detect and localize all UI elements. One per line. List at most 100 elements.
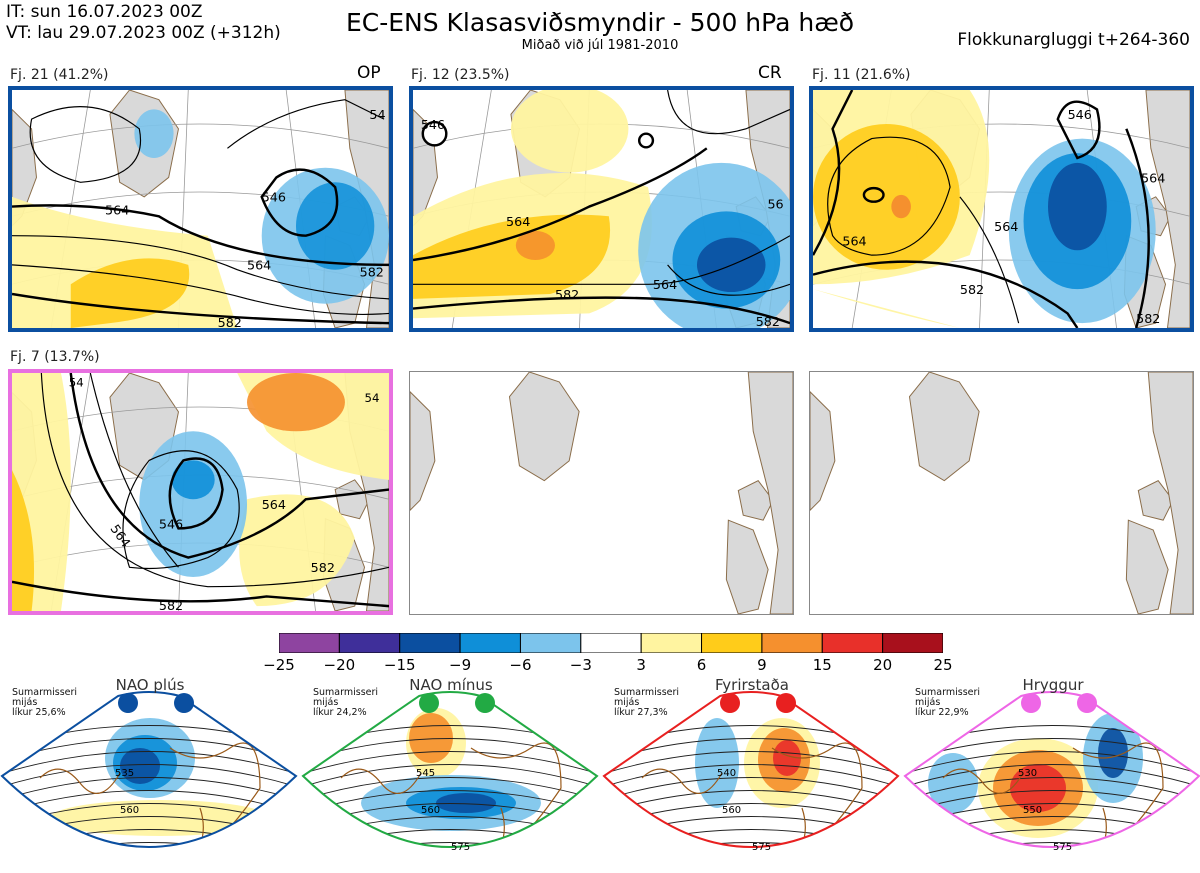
regime-note: Sumarmisseri mijás líkur 22,9%	[915, 688, 980, 718]
colorbar-tick-label: 3	[636, 656, 646, 674]
contour-label: 546	[159, 516, 183, 531]
colorbar-swatch	[519, 632, 582, 654]
panel-1-label: Fj. 21 (41.2%)	[10, 67, 109, 83]
colorbar-tick-label: 6	[696, 656, 707, 674]
contour-label: 54	[365, 391, 380, 405]
regime-contour-label: 530	[1018, 768, 1037, 779]
contour-label: 582	[555, 287, 579, 302]
regime-dot	[720, 693, 740, 713]
page-title: EC-ENS Klasasviðsmyndir - 500 hPa hæð	[345, 8, 855, 37]
contour-label: 56	[767, 197, 783, 212]
contour-label: 582	[756, 314, 780, 328]
height-contour	[604, 751, 898, 775]
regime-dot	[118, 693, 138, 713]
contour-label: 564	[1141, 170, 1165, 185]
contour-label: 564	[107, 522, 133, 550]
contour-label: 582	[218, 315, 242, 328]
anomaly-area	[50, 800, 270, 836]
regime-contour-label: 545	[416, 768, 435, 779]
regime-note-line: mijás	[12, 697, 38, 708]
anomaly-area	[1098, 728, 1128, 778]
colorbar-swatch	[761, 632, 823, 654]
colorbar-tick-label: 15	[812, 656, 832, 674]
height-contour	[905, 751, 1199, 775]
empty-map-5	[409, 371, 794, 615]
anomaly-area	[120, 748, 160, 784]
empty-map-6	[809, 371, 1194, 615]
colorbar	[278, 632, 944, 654]
cluster-map-4: 564 546 564 582 582 54 54	[8, 369, 393, 615]
regime-map: 545 560 575	[301, 691, 599, 853]
regime-contour-label: 575	[752, 842, 771, 853]
contour-label: 564	[506, 214, 530, 229]
regime-outline	[301, 691, 599, 848]
height-contour	[604, 829, 898, 847]
regime-note-line: líkur 27,3%	[614, 707, 668, 718]
regime-note: Sumarmisseri mijás líkur 24,2%	[313, 688, 378, 718]
colorbar-swatch	[278, 632, 340, 654]
anomaly-area	[773, 740, 801, 776]
colorbar-tick-label: 25	[933, 656, 953, 674]
height-contour	[2, 751, 296, 775]
anomaly-area	[695, 718, 739, 808]
valid-time: VT: lau 29.07.2023 00Z (+312h)	[6, 23, 281, 43]
colorbar-swatch	[701, 632, 763, 654]
height-contour	[303, 829, 597, 847]
colorbar-tick-label: −6	[509, 656, 532, 674]
colorbar-swatch	[338, 632, 401, 654]
panel-2-code: CR	[758, 63, 782, 83]
contour-label: 582	[1136, 311, 1160, 326]
cluster-map-3: 546 564 564 582 582 564	[809, 86, 1194, 332]
height-contour	[303, 751, 597, 775]
anomaly-area	[928, 753, 978, 813]
panel-3-label: Fj. 11 (21.6%)	[812, 67, 911, 83]
contour-label: 564	[105, 202, 129, 217]
regime-map: 540 560 575	[602, 691, 900, 853]
height-contour	[604, 790, 898, 814]
panel-2-label: Fj. 12 (23.5%)	[411, 67, 510, 83]
height-contour	[2, 842, 296, 847]
contour-label: 546	[1068, 107, 1092, 122]
colorbar-tick-label: −25	[263, 656, 295, 674]
regime-note-line: líkur 22,9%	[915, 707, 969, 718]
colorbar-swatch	[821, 632, 884, 654]
regime-contour-label: 575	[451, 842, 470, 853]
height-contour	[604, 842, 898, 847]
height-contour	[303, 842, 597, 847]
regime-contour-label: 560	[722, 805, 741, 816]
contour-label: 546	[262, 190, 286, 205]
header-info: IT: sun 16.07.2023 00Z VT: lau 29.07.202…	[6, 2, 281, 44]
contour-label: 582	[311, 560, 335, 575]
panel-4-label: Fj. 7 (13.7%)	[10, 349, 100, 365]
colorbar-swatch	[459, 632, 521, 654]
regime-contour-label: 535	[115, 768, 134, 779]
height-contour	[604, 816, 898, 840]
regime-note-line: líkur 24,2%	[313, 707, 367, 718]
initial-time: IT: sun 16.07.2023 00Z	[6, 2, 203, 22]
regime-note-line: líkur 25,6%	[12, 707, 66, 718]
clustering-window: Flokkunargluggi t+264-360	[957, 30, 1190, 50]
contour-label: 564	[247, 258, 271, 273]
anomaly-area	[409, 713, 453, 763]
regime-title: NAO mínus	[409, 676, 493, 694]
contour-label: 564	[653, 277, 677, 292]
colorbar-tick-label: −3	[569, 656, 592, 674]
colorbar-tick-label: −15	[383, 656, 416, 674]
anomaly-area	[436, 793, 496, 813]
regime-note: Sumarmisseri mijás líkur 25,6%	[12, 688, 77, 718]
colorbar-tick-label: 9	[757, 656, 767, 674]
regime-note: Sumarmisseri mijás líkur 27,3%	[614, 688, 679, 718]
regime-map: 535 560	[0, 691, 298, 848]
contour-label: 546	[421, 117, 445, 132]
contour-label: 564	[994, 219, 1018, 234]
height-contour	[905, 790, 1199, 814]
anomaly-area	[1013, 854, 1043, 866]
height-contour	[303, 790, 597, 814]
cluster-map-1: 564 546 564 582 582 54	[8, 86, 393, 332]
contour-label: 54	[369, 107, 385, 122]
panel-1-code: OP	[357, 63, 381, 83]
anomaly-area	[1010, 764, 1066, 812]
regime-contour-label: 560	[120, 805, 139, 816]
colorbar-tick-label: −20	[323, 656, 356, 674]
regime-note-line: Sumarmisseri	[313, 687, 379, 698]
